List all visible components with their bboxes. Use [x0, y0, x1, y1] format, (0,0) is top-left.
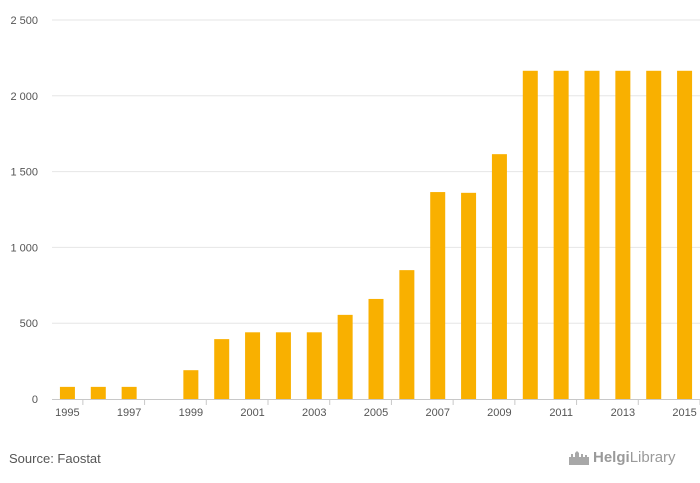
bar-1999: [183, 370, 199, 399]
x-tick-label: 2001: [240, 407, 264, 419]
x-tick-label: 2013: [611, 407, 635, 419]
bar-2015: [677, 70, 693, 399]
bar-2000: [214, 339, 230, 399]
bar-2011: [553, 70, 569, 399]
helgi-library-logo-icon: [569, 450, 589, 465]
bar-2007: [430, 192, 446, 399]
y-tick-label: 0: [32, 394, 38, 406]
bar-2002: [275, 332, 291, 399]
bar-2010: [522, 70, 538, 399]
bar-2014: [646, 70, 662, 399]
x-tick-label: 1997: [117, 407, 141, 419]
bar-2013: [615, 70, 631, 399]
bar-2005: [368, 298, 384, 399]
gridlines: [52, 19, 700, 324]
x-tick-label: 2007: [425, 407, 449, 419]
y-tick-label: 1 000: [10, 242, 38, 254]
x-tick-label: 2015: [672, 407, 696, 419]
bar-2003: [306, 332, 322, 399]
logo-text-library: Library: [629, 449, 676, 466]
bar-2004: [337, 314, 353, 399]
bar-1996: [90, 386, 106, 399]
y-tick-label: 2 500: [10, 15, 38, 27]
logo-text-helgi: Helgi: [593, 449, 630, 466]
x-tick-label: 2009: [487, 407, 511, 419]
source-note: Source: Faostat: [9, 451, 101, 466]
x-tick-label: 2003: [302, 407, 326, 419]
bar-2008: [461, 192, 477, 399]
bar-1997: [121, 386, 137, 399]
y-tick-label: 2 000: [10, 91, 38, 103]
x-tick-label: 2005: [364, 407, 388, 419]
x-tick-label: 1995: [55, 407, 79, 419]
x-axis: 1995 1997 1999 2001 2003 2005 2007 2009 2011 2013…: [52, 399, 700, 419]
bar-2009: [491, 154, 507, 399]
y-tick-label: 1 500: [10, 167, 38, 179]
bar-1995: [59, 386, 75, 399]
bars: [59, 70, 693, 399]
bar-2006: [399, 270, 415, 399]
x-tick-label: 1999: [179, 407, 203, 419]
y-axis-ticks: 0 500 1 000 1 500 2 000 2 500: [10, 15, 38, 406]
y-tick-label: 500: [20, 318, 38, 330]
x-tick-label: 2011: [549, 407, 573, 419]
bar-2001: [245, 332, 261, 399]
helgi-library-logo[interactable]: Helgi Library: [568, 449, 676, 466]
bar-2012: [584, 70, 600, 399]
bar-chart: 0 500 1 000 1 500 2 000 2 500 1995 1997 1999 200…: [10, 15, 700, 419]
